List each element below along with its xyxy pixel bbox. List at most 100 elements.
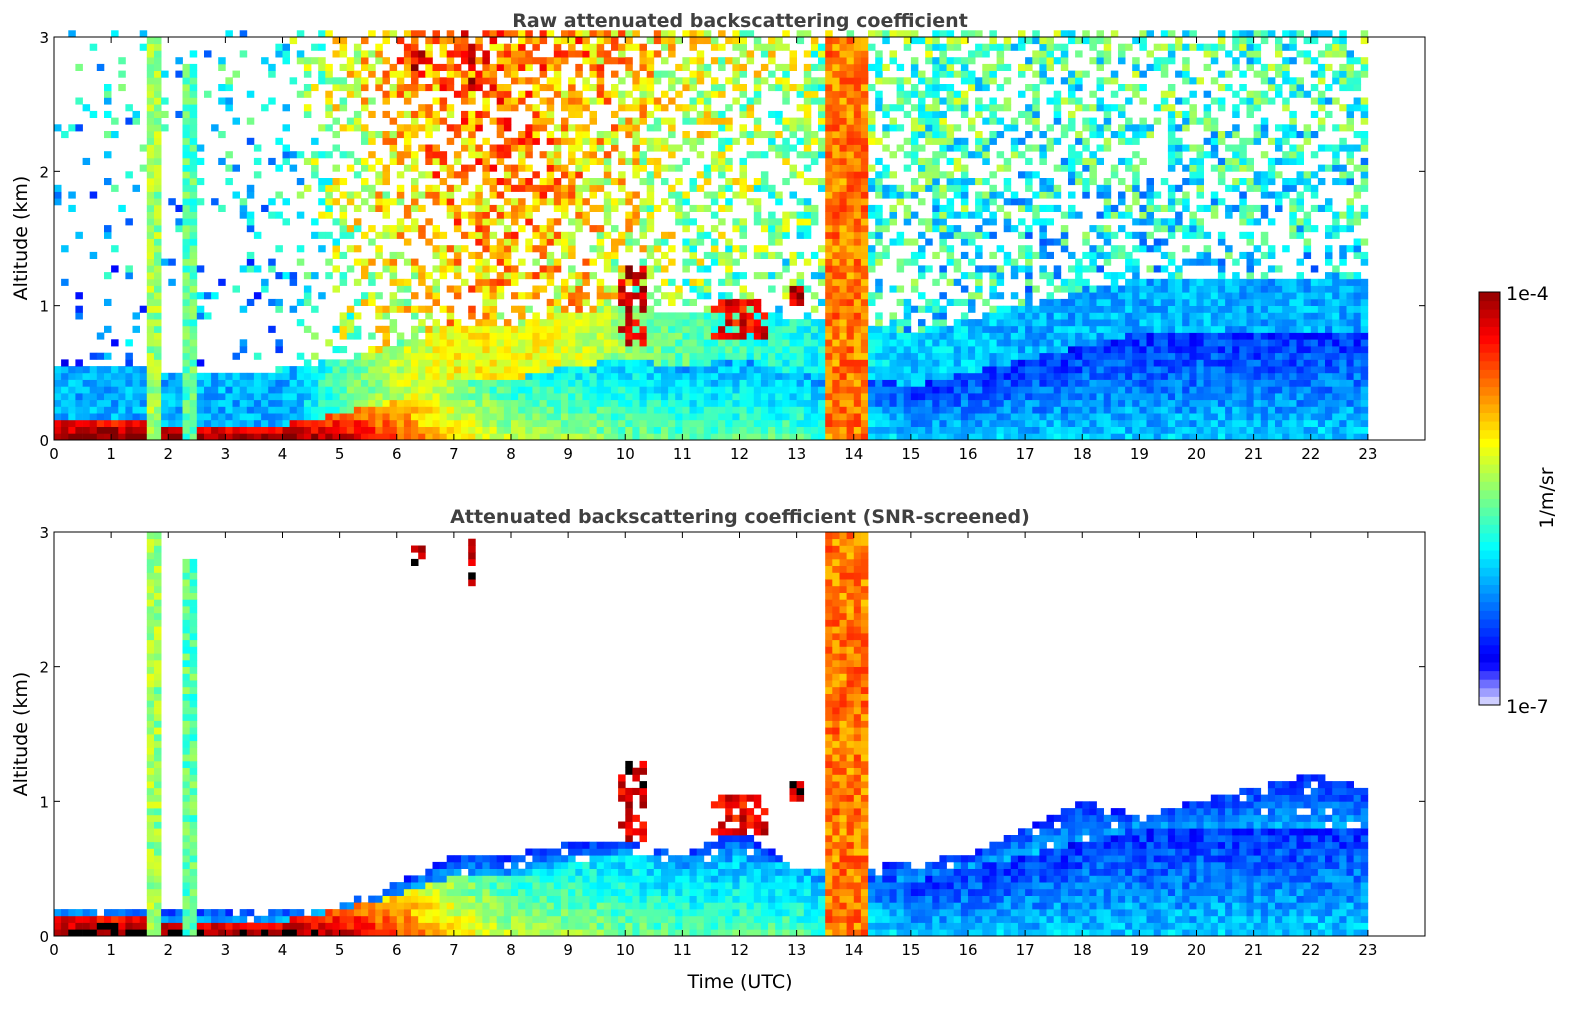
heatmap-cell [810, 393, 819, 401]
heatmap-cell [803, 225, 812, 233]
heatmap-cell [760, 372, 769, 380]
heatmap-cell [925, 379, 933, 387]
heatmap-cell [768, 359, 776, 367]
heatmap-cell [818, 144, 826, 152]
heatmap-cell [303, 272, 312, 280]
heatmap-cell [618, 238, 626, 246]
heatmap-cell [582, 37, 590, 45]
heatmap-cell [853, 399, 862, 407]
heatmap-cell [832, 265, 840, 273]
heatmap-cell [268, 265, 276, 273]
heatmap-cell [703, 346, 712, 354]
heatmap-cell [889, 285, 897, 293]
heatmap-cell [589, 50, 597, 58]
heatmap-cell [1018, 406, 1026, 414]
heatmap-cell [503, 238, 512, 246]
heatmap-cell [539, 124, 548, 132]
heatmap-cell [646, 346, 655, 354]
heatmap-cell [710, 57, 719, 65]
heatmap-cell [518, 37, 526, 45]
heatmap-cell [89, 110, 98, 118]
heatmap-cell [796, 298, 805, 306]
heatmap-cell [996, 272, 1005, 280]
heatmap-cell [189, 292, 198, 300]
heatmap-cell [1010, 151, 1019, 159]
heatmap-cell [575, 157, 583, 165]
heatmap-cell [953, 191, 962, 199]
heatmap-cell [411, 225, 419, 233]
heatmap-cell [618, 104, 626, 112]
heatmap-cell [561, 285, 569, 293]
heatmap-cell [318, 399, 326, 407]
heatmap-cell [204, 426, 212, 434]
heatmap-cell [832, 225, 840, 233]
heatmap-cell [82, 366, 91, 374]
heatmap-cell [503, 211, 512, 219]
heatmap-cell [903, 346, 912, 354]
heatmap-cell [439, 164, 448, 172]
heatmap-cell [589, 30, 597, 38]
heatmap-cell [603, 305, 612, 313]
heatmap-cell [432, 393, 440, 401]
heatmap-cell [403, 43, 412, 51]
heatmap-cell [639, 426, 647, 434]
heatmap-cell [425, 346, 433, 354]
heatmap-cell [796, 198, 805, 206]
heatmap-cell [211, 426, 219, 434]
heatmap-cell [832, 285, 840, 293]
heatmap-cell [968, 393, 976, 401]
heatmap-cell [361, 164, 369, 172]
heatmap-cell [782, 70, 790, 78]
heatmap-cell [375, 57, 383, 65]
heatmap-cell [603, 258, 612, 266]
heatmap-cell [710, 332, 719, 340]
heatmap-cell [211, 393, 219, 401]
heatmap-cell [646, 352, 655, 360]
heatmap-cell [325, 63, 333, 71]
heatmap-cell [561, 97, 569, 105]
heatmap-cell [353, 84, 362, 92]
heatmap-cell [461, 399, 469, 407]
heatmap-cell [582, 426, 590, 434]
heatmap-cell [860, 77, 869, 85]
heatmap-cell [189, 117, 198, 125]
heatmap-cell [839, 419, 847, 427]
heatmap-cell [125, 272, 133, 280]
heatmap-cell [818, 245, 826, 253]
heatmap-cell [189, 164, 198, 172]
heatmap-cell [646, 50, 655, 58]
heatmap-cell [1018, 171, 1026, 179]
heatmap-cell [625, 312, 633, 320]
heatmap-cell [896, 426, 905, 434]
heatmap-cell [182, 413, 190, 421]
heatmap-cell [582, 198, 590, 206]
heatmap-cell [325, 231, 333, 239]
heatmap-cell [760, 245, 769, 253]
heatmap-cell [168, 278, 176, 286]
heatmap-cell [768, 225, 776, 233]
heatmap-cell [639, 372, 647, 380]
heatmap-cell [525, 433, 533, 441]
heatmap-cell [896, 97, 905, 105]
heatmap-cell [832, 305, 840, 313]
heatmap-cell [175, 110, 183, 118]
heatmap-cell [582, 346, 590, 354]
heatmap-cell [682, 366, 690, 374]
heatmap-cell [732, 57, 740, 65]
heatmap-cell [732, 312, 740, 320]
heatmap-cell [818, 426, 826, 434]
heatmap-cell [796, 406, 805, 414]
heatmap-cell [118, 386, 126, 394]
heatmap-cell [325, 124, 333, 132]
heatmap-cell [361, 406, 369, 414]
heatmap-cell [946, 386, 955, 394]
heatmap-cell [611, 366, 619, 374]
heatmap-cell [368, 137, 376, 145]
heatmap-cell [418, 352, 426, 360]
heatmap-cell [175, 433, 183, 441]
heatmap-cell [832, 258, 840, 266]
heatmap-cell [775, 406, 783, 414]
heatmap-cell [496, 366, 505, 374]
heatmap-cell [403, 144, 412, 152]
heatmap-cell [339, 406, 348, 414]
